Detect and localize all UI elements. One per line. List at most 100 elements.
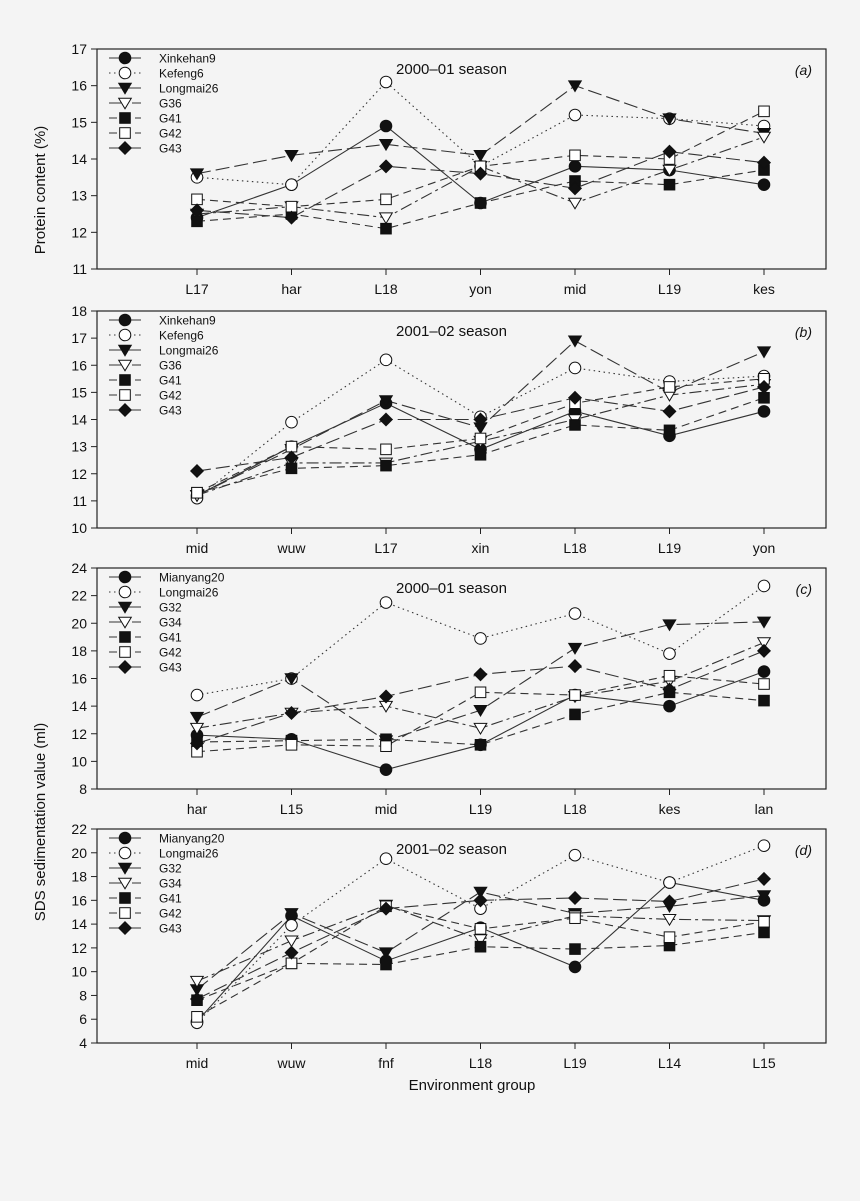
data-point <box>662 113 677 126</box>
x-tick-label: lan <box>755 801 774 817</box>
data-point <box>189 203 205 218</box>
legend-marker <box>118 51 132 65</box>
data-point <box>284 673 299 686</box>
legend-marker <box>117 402 133 418</box>
legend-label: G42 <box>159 646 182 660</box>
legend-marker <box>119 112 131 124</box>
data-point <box>378 159 394 174</box>
legend-marker <box>117 344 133 357</box>
data-point <box>756 346 772 359</box>
legend-marker <box>119 892 131 904</box>
data-point <box>474 686 487 699</box>
legend-marker <box>119 631 131 643</box>
panel-label: (d) <box>795 842 812 858</box>
panel-title: 2001–02 season <box>396 841 507 858</box>
x-tick-label: L15 <box>280 801 304 817</box>
y-tick-label: 12 <box>71 224 87 240</box>
data-point <box>379 75 393 89</box>
data-point <box>378 395 394 408</box>
data-point <box>380 193 392 206</box>
data-point <box>663 178 676 191</box>
legend-label: G43 <box>159 661 182 675</box>
data-point <box>569 912 581 924</box>
data-point <box>473 722 488 736</box>
data-point <box>662 619 677 632</box>
data-point <box>663 669 676 682</box>
x-tick-label: L18 <box>563 801 587 817</box>
x-tick-label: L17 <box>185 281 209 297</box>
legend-marker <box>117 862 133 875</box>
chart-panel: 10 11 12 13 14 15 16 17 18 mid wuw L17 xin L18 L19 yon 2… <box>71 303 827 556</box>
legend-label: G36 <box>159 359 182 373</box>
data-point <box>663 424 676 437</box>
data-point <box>567 642 583 655</box>
legend-label: Mianyang20 <box>159 571 225 585</box>
ylabel-sds: SDS sedimentation value (ml) <box>32 723 49 921</box>
data-point <box>380 443 392 456</box>
data-point <box>380 958 392 971</box>
legend-label: G34 <box>159 877 182 891</box>
ylabel-protein: Protein content (%) <box>32 126 49 254</box>
data-point <box>662 404 677 419</box>
data-point <box>379 353 393 367</box>
y-tick-label: 15 <box>71 114 87 130</box>
data-point <box>569 708 581 721</box>
legend-marker <box>119 127 131 139</box>
legend-marker <box>117 359 133 372</box>
legend-marker <box>117 920 133 936</box>
plot-frame <box>96 828 827 1044</box>
data-point <box>474 923 487 935</box>
data-point <box>569 149 581 162</box>
legend-marker <box>117 877 133 890</box>
data-point <box>568 848 582 862</box>
data-point <box>284 908 299 921</box>
x-tick-label: L15 <box>752 1055 776 1071</box>
x-tick-label: L14 <box>658 1055 682 1071</box>
data-point <box>284 450 299 465</box>
data-point <box>379 852 393 866</box>
data-point <box>567 181 583 196</box>
legend-label: G41 <box>159 631 182 645</box>
y-tick-label: 22 <box>71 821 87 837</box>
data-point <box>473 704 488 718</box>
y-tick-label: 8 <box>79 987 87 1003</box>
legend-marker <box>118 585 132 599</box>
data-point <box>568 160 582 173</box>
y-tick-label: 13 <box>71 188 87 204</box>
x-tick-label: har <box>281 281 302 297</box>
data-point <box>568 607 582 620</box>
legend-label: G36 <box>159 97 182 111</box>
x-tick-label: mid <box>564 281 587 297</box>
data-point <box>284 945 299 960</box>
data-point <box>189 722 205 736</box>
series-line <box>196 691 765 746</box>
data-point <box>567 197 583 210</box>
data-point <box>378 412 394 427</box>
data-point <box>473 412 488 427</box>
legend-label: Kefeng6 <box>159 67 204 81</box>
legend-marker <box>118 313 132 327</box>
series-line <box>196 671 765 771</box>
data-point <box>567 890 583 905</box>
data-point <box>758 915 770 928</box>
panel-label: (c) <box>796 581 812 597</box>
data-point <box>756 616 772 629</box>
y-tick-label: 10 <box>71 964 87 980</box>
legend-label: G34 <box>159 616 182 630</box>
data-point <box>569 943 581 955</box>
data-point <box>284 150 299 163</box>
legend-label: G43 <box>159 404 182 418</box>
data-point <box>473 893 488 908</box>
legend-label: G32 <box>159 862 182 876</box>
x-tick-label: wuw <box>276 540 306 556</box>
legend-marker <box>119 374 131 386</box>
legend-marker <box>118 570 132 584</box>
panel-title: 2001–02 season <box>396 323 507 340</box>
data-point <box>756 379 772 394</box>
legend-label: Mianyang20 <box>159 832 225 846</box>
legend-label: Longmai26 <box>159 847 219 861</box>
data-point <box>380 740 392 752</box>
y-tick-label: 22 <box>71 588 87 604</box>
data-point <box>473 166 488 181</box>
data-point <box>758 678 770 690</box>
